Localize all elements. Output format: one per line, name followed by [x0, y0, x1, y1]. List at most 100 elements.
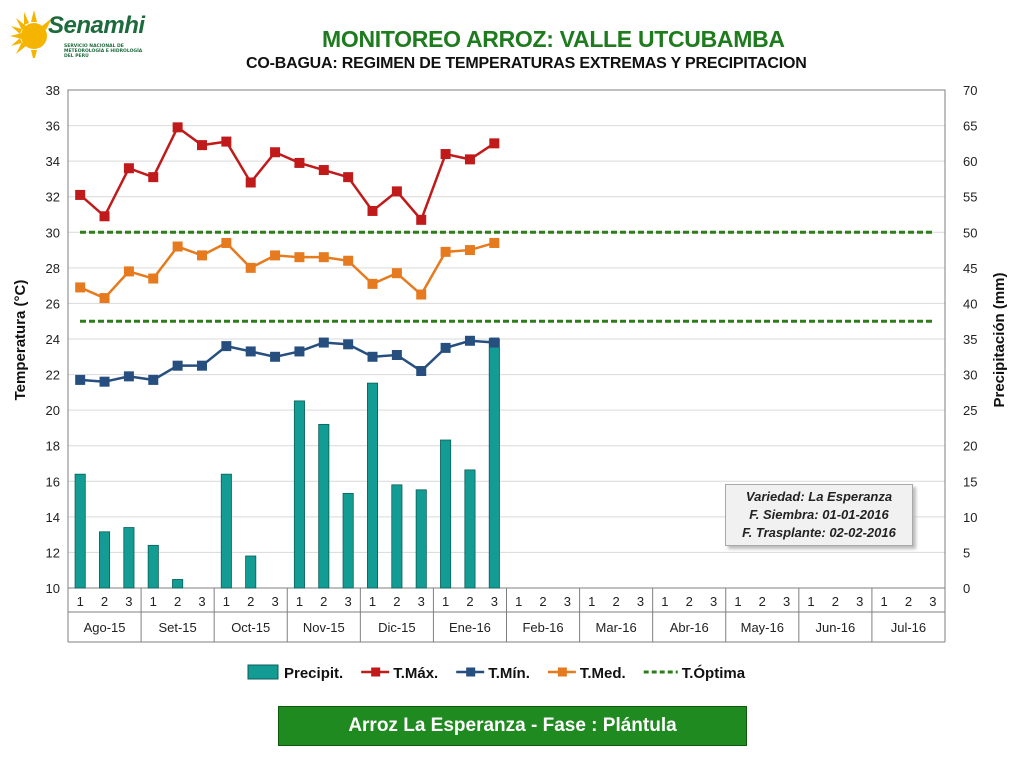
tmed-point	[172, 241, 183, 252]
x-tick-month: Abr-16	[670, 620, 709, 635]
precip-bar	[147, 544, 159, 589]
tmed-line	[79, 241, 495, 300]
x-tick-dekad: 1	[661, 594, 668, 609]
x-tick-dekad: 1	[296, 594, 303, 609]
tmax-point	[440, 149, 451, 160]
info-box: Variedad: La Esperanza F. Siembra: 01-01…	[725, 484, 913, 546]
y-tick-right: 10	[963, 510, 977, 525]
x-tick-dekad: 2	[320, 594, 327, 609]
x-tick-dekad: 1	[807, 594, 814, 609]
tmin-point	[99, 376, 110, 387]
tmin-point	[123, 371, 134, 382]
tmin-point	[221, 341, 232, 352]
x-tick-dekad: 3	[929, 594, 936, 609]
tmax-point	[489, 138, 500, 149]
x-tick-dekad: 3	[710, 594, 717, 609]
x-tick-month: Oct-15	[231, 620, 270, 635]
x-tick-month: Mar-16	[596, 620, 637, 635]
phase-banner: Arroz La Esperanza - Fase : Plántula	[278, 706, 747, 746]
y-tick-left: 20	[46, 403, 60, 418]
x-tick-month: Ene-16	[449, 620, 491, 635]
y-tick-right: 5	[963, 545, 970, 560]
x-tick-month: Dic-15	[378, 620, 416, 635]
y-tick-right: 50	[963, 225, 977, 240]
precip-bar	[293, 400, 305, 589]
y-axis-label-left: Temperatura (°C)	[12, 280, 29, 401]
tmax-point	[99, 211, 110, 222]
x-tick-dekad: 1	[515, 594, 522, 609]
tmed-point	[75, 282, 86, 293]
x-tick-month: Nov-15	[303, 620, 345, 635]
tmin-point	[294, 346, 305, 357]
legend-label: T.Mín.	[488, 665, 530, 682]
x-tick-dekad: 1	[442, 594, 449, 609]
x-tick-dekad: 3	[491, 594, 498, 609]
x-tick-dekad: 3	[564, 594, 571, 609]
tmax-line	[79, 125, 496, 223]
y-tick-left: 26	[46, 296, 60, 311]
tmin-point	[440, 342, 451, 353]
legend-label: T.Máx.	[393, 665, 438, 682]
x-tick-dekad: 2	[174, 594, 181, 609]
legend-label: T.Óptima	[682, 664, 746, 682]
tmed-point	[343, 255, 354, 266]
x-tick-dekad: 1	[77, 594, 84, 609]
tmin-point	[343, 339, 354, 350]
x-tick-dekad: 2	[686, 594, 693, 609]
legend-swatch-precip	[247, 664, 279, 680]
tmax-point	[245, 177, 256, 188]
y-tick-right: 70	[963, 83, 977, 98]
y-tick-right: 45	[963, 261, 977, 276]
tmax-point	[221, 136, 232, 147]
tmax-point	[464, 154, 475, 165]
x-tick-dekad: 2	[832, 594, 839, 609]
x-tick-dekad: 1	[588, 594, 595, 609]
y-tick-left: 24	[46, 332, 60, 347]
x-tick-dekad: 2	[539, 594, 546, 609]
legend-label: Precipit.	[284, 665, 343, 682]
y-tick-left: 16	[46, 474, 60, 489]
tmax-point	[318, 165, 329, 176]
tmed-point	[148, 273, 159, 284]
tmed-point	[318, 252, 329, 263]
x-tick-month: May-16	[741, 620, 784, 635]
y-tick-right: 60	[963, 154, 977, 169]
precip-bar	[342, 492, 354, 589]
y-tick-right: 35	[963, 332, 977, 347]
x-tick-dekad: 2	[247, 594, 254, 609]
tmax-point	[391, 186, 402, 197]
y-axis-label-right: Precipitación (mm)	[991, 272, 1008, 407]
x-tick-dekad: 2	[393, 594, 400, 609]
logo-subtitle: SERVICIO NACIONAL DE METEOROLOGÍA E HIDR…	[64, 44, 143, 59]
legend-label: T.Med.	[580, 665, 626, 682]
precip-bar	[464, 469, 476, 589]
legend-swatch-marker	[466, 667, 476, 677]
tmed-point	[123, 266, 134, 277]
tmax-point	[294, 157, 305, 168]
precip-bar	[245, 555, 257, 589]
x-tick-dekad: 3	[345, 594, 352, 609]
precip-bar	[488, 338, 500, 589]
x-tick-dekad: 2	[759, 594, 766, 609]
x-tick-month: Jun-16	[816, 620, 856, 635]
tmin-point	[367, 351, 378, 362]
x-tick-dekad: 1	[734, 594, 741, 609]
y-tick-left: 36	[46, 119, 60, 134]
tmin-line	[80, 339, 495, 383]
y-tick-left: 32	[46, 190, 60, 205]
tmax-point	[343, 172, 354, 183]
precip-bar	[366, 382, 379, 589]
y-tick-left: 14	[46, 510, 60, 525]
chart-subtitle: CO-BAGUA: REGIMEN DE TEMPERATURAS EXTREM…	[246, 55, 807, 72]
x-tick-month: Ago-15	[84, 620, 126, 635]
precip-bar	[220, 473, 232, 589]
precip-bar	[415, 489, 427, 589]
tmin-point	[318, 337, 329, 348]
tmed-point	[270, 250, 281, 261]
y-tick-left: 38	[46, 83, 60, 98]
x-tick-dekad: 2	[613, 594, 620, 609]
senamhi-logo: Senamhi SERVICIO NACIONAL DE METEOROLOGÍ…	[10, 8, 145, 66]
x-tick-dekad: 1	[150, 594, 157, 609]
tmin-point	[245, 346, 256, 357]
tmed-point	[294, 252, 305, 263]
